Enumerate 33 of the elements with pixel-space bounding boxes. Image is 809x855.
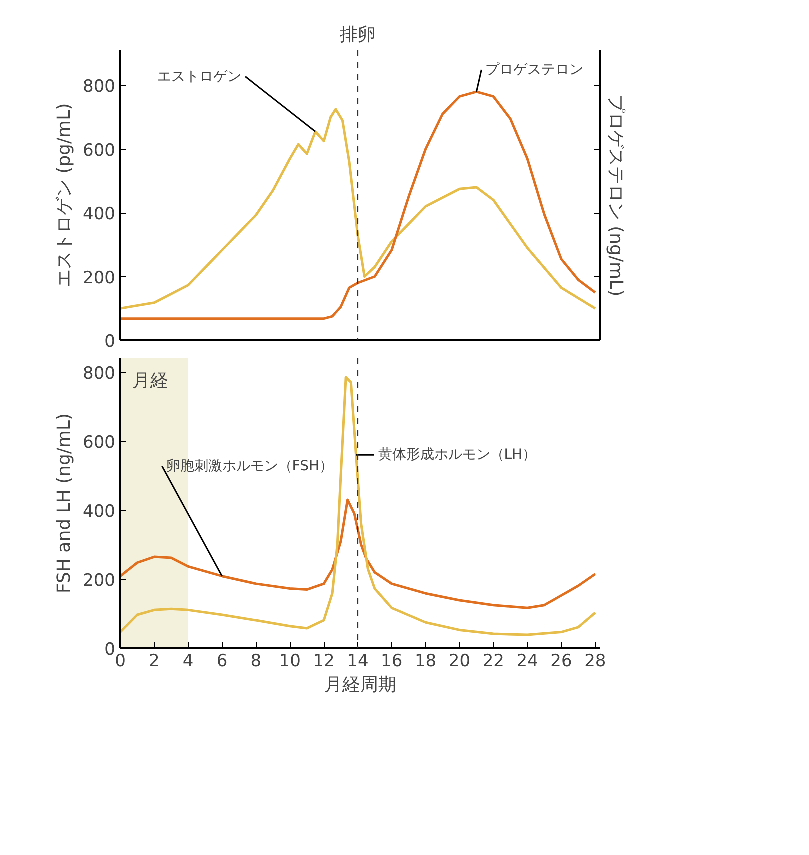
y-axis-title: エストロゲン (pg/mL) <box>54 103 76 288</box>
x-tick-label: 24 <box>516 652 538 672</box>
ref-line-label: 排卵 <box>340 24 376 46</box>
x-tick-label: 12 <box>313 652 335 672</box>
y-tick-label: 800 <box>83 364 116 384</box>
x-tick-label: 10 <box>279 652 301 672</box>
series-label: プロゲステロン <box>486 62 584 78</box>
x-tick-label: 6 <box>216 652 228 672</box>
x-tick-label: 14 <box>347 652 369 672</box>
x-tick-label: 20 <box>448 652 471 672</box>
x-tick-label: 28 <box>584 652 606 672</box>
x-tick-label: 8 <box>250 652 262 672</box>
x-tick-label: 22 <box>482 652 504 672</box>
y-tick-label: 800 <box>83 77 116 98</box>
y-tick-label: 200 <box>83 570 116 591</box>
band-label: 月経 <box>132 370 168 392</box>
text: 卵胞刺激ホルモン（FSH） <box>166 458 334 474</box>
x-tick-label: 2 <box>149 652 160 672</box>
y2-axis-title: プロゲステロン (ng/mL) <box>606 94 626 297</box>
y-axis-title: FSH and LH (ng/mL) <box>54 413 76 594</box>
y-tick-label: 400 <box>83 204 116 225</box>
y-tick-label: 400 <box>83 502 116 522</box>
x-tick-label: 4 <box>182 652 194 672</box>
y-tick-label: 600 <box>83 140 116 161</box>
text: エストロゲン <box>158 68 242 85</box>
x-tick-label: 16 <box>381 652 403 672</box>
y-tick-label: 200 <box>83 268 116 288</box>
y-tick-label: 0 <box>104 332 116 352</box>
x-axis-title: 月経周期 <box>324 674 396 696</box>
x-tick-label: 26 <box>550 652 572 672</box>
series-label: 黄体形成ホルモン（LH） <box>378 447 537 464</box>
x-tick-label: 18 <box>414 652 437 672</box>
y-tick-label: 600 <box>83 432 116 453</box>
